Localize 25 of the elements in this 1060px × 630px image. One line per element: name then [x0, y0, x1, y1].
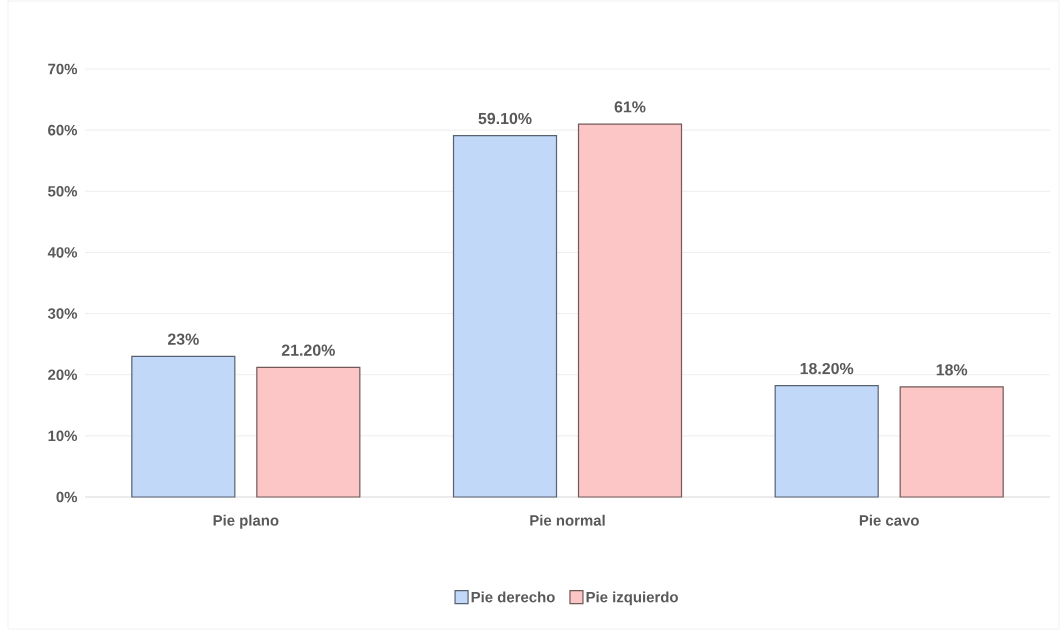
data-label: 18% [936, 364, 968, 376]
legend-label: Pie izquierdo [586, 591, 678, 606]
x-tick-label: Pie plano [213, 514, 279, 529]
bar [452, 135, 558, 498]
y-tick-label: 70% [48, 63, 78, 75]
x-tick-label: Pie cavo [859, 514, 919, 526]
y-tick-label: 30% [47, 308, 78, 319]
data-label: 21.20% [281, 344, 335, 356]
bar [899, 386, 1004, 498]
data-label: 61% [614, 101, 646, 113]
y-tick-label: 50% [48, 185, 78, 197]
bar [256, 366, 361, 498]
bar [131, 355, 236, 498]
data-label: 59.10% [478, 112, 532, 125]
x-tick-label: Pie normal [530, 514, 605, 526]
legend-label: Pie derecho [471, 591, 555, 603]
y-tick-label: 60% [48, 124, 78, 136]
data-label: 18.20% [800, 362, 854, 375]
data-label: 23% [167, 333, 199, 345]
y-tick-label: 10% [48, 430, 78, 442]
y-tick-label: 40% [47, 247, 78, 258]
bar [577, 123, 683, 498]
y-tick-label: 20% [48, 369, 78, 380]
bar [774, 385, 879, 498]
y-tick-label: 0% [56, 491, 78, 503]
